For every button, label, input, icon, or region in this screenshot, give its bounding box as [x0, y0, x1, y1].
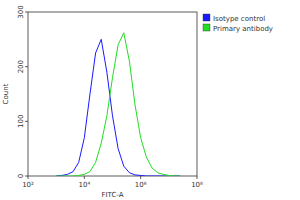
x-tick: [140, 176, 141, 179]
y-tick: [25, 121, 28, 122]
legend-label: Isotype control: [213, 15, 265, 23]
legend-swatch: [203, 14, 210, 21]
y-tick: [25, 176, 28, 177]
y-tick-label: 100: [17, 115, 25, 128]
x-tick: [197, 176, 198, 179]
y-tick: [25, 12, 28, 13]
x-tick-label: 10⁶: [135, 181, 147, 189]
x-tick: [28, 176, 29, 179]
y-tick: [25, 66, 28, 67]
plot-frame: [28, 12, 197, 176]
legend-label: Primary antibody: [213, 25, 273, 33]
x-tick-label: 10²: [22, 181, 34, 189]
y-tick-label: 200: [17, 60, 25, 73]
y-axis-label: Count: [2, 83, 10, 104]
x-tick-label: 10⁴: [78, 181, 90, 189]
y-tick-label: 0: [17, 174, 25, 178]
x-tick-label: 10⁸: [191, 181, 203, 189]
plot-area: [56, 33, 180, 176]
x-axis-label: FITC-A: [101, 191, 123, 199]
legend-swatch: [203, 24, 210, 31]
x-tick: [84, 176, 85, 179]
chart: 10² 10⁴ 10⁶ 10⁸ 0 100 200 300 FITC-A Count Isotype…: [0, 0, 300, 200]
series-line: [56, 39, 180, 176]
series-line: [56, 33, 180, 176]
y-tick-label: 300: [17, 5, 25, 18]
